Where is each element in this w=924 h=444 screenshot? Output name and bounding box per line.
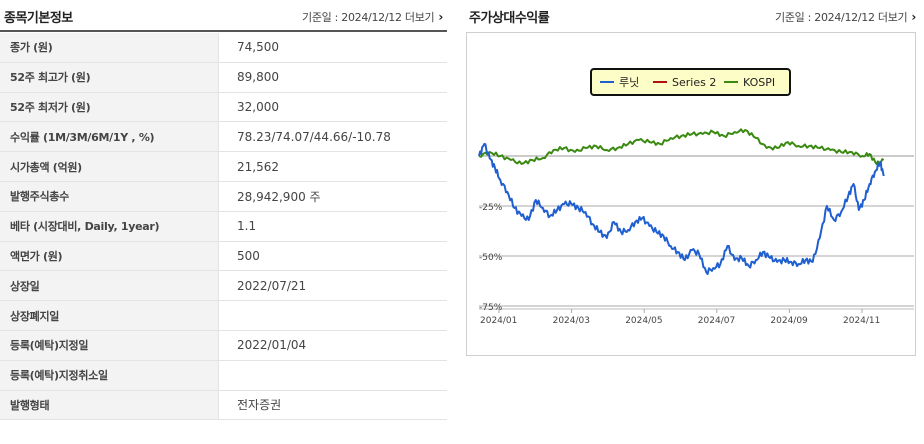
y-tick-label: -50%: [479, 253, 503, 263]
info-table: 종가 (원) 74,500 52주 최고가 (원) 89,800 52주 최저가 (원)…: [0, 33, 447, 421]
panel-title: 주가상대수익률: [469, 11, 550, 26]
lunit-series-line: [478, 143, 885, 275]
more-link[interactable]: 더보기: [877, 11, 908, 24]
chart-container: -25% -50% -75% 2024/01 2024/03 2024/05 2024/07…: [466, 32, 916, 356]
row-label: 베타 (시장대비, Daily, 1year): [0, 211, 219, 241]
table-row: 종가 (원) 74,500: [0, 33, 447, 63]
relative-return-chart: -25% -50% -75% 2024/01 2024/03 2024/05 2024/07…: [478, 68, 914, 326]
row-value: 500: [237, 248, 260, 263]
chevron-right-icon[interactable]: ›: [911, 10, 916, 24]
x-tick-label: 2024/05: [625, 316, 662, 326]
legend-label: KOSPI: [743, 76, 775, 89]
chevron-right-icon[interactable]: ›: [438, 10, 443, 24]
table-row: 52주 최저가 (원) 32,000: [0, 92, 447, 123]
panel-meta: 기준일 : 2024/12/12 더보기 ›: [775, 9, 916, 25]
y-tick-label: -25%: [479, 203, 503, 213]
row-label: 상장폐지일: [0, 301, 219, 330]
table-row: 상장일 2022/07/21: [0, 271, 447, 302]
row-label: 발행주식총수: [0, 181, 219, 211]
table-row: 등록(예탁)지정취소일: [0, 360, 447, 391]
table-row: 시가총액 (억원) 21,562: [0, 152, 447, 182]
legend-label: 루닛: [619, 76, 639, 89]
table-row: 베타 (시장대비, Daily, 1year) 1.1: [0, 211, 447, 242]
panel-header: 주가상대수익률 기준일 : 2024/12/12 더보기 ›: [464, 0, 924, 32]
row-value: 전자증권: [237, 398, 282, 413]
panel-meta: 기준일 : 2024/12/12 더보기 ›: [302, 9, 443, 25]
panel-title: 종목기본정보: [4, 11, 73, 26]
x-tick-label: 2024/03: [553, 316, 590, 326]
row-label: 액면가 (원): [0, 241, 219, 271]
row-label: 수익률 (1M/3M/6M/1Y , %): [0, 122, 219, 152]
row-value: [219, 361, 447, 390]
row-label: 52주 최저가 (원): [0, 92, 219, 122]
row-label: 상장일: [0, 271, 219, 301]
row-value: 21,562: [237, 159, 279, 174]
table-row: 발행형태 전자증권: [0, 390, 447, 421]
row-label: 종가 (원): [0, 33, 219, 62]
row-label: 등록(예탁)지정취소일: [0, 360, 219, 390]
table-row: 수익률 (1M/3M/6M/1Y , %) 78.23/74.07/44.66/-…: [0, 122, 447, 153]
x-tick-label: 2024/09: [770, 316, 808, 326]
x-tick-label: 2024/07: [698, 316, 735, 326]
row-label: 발행형태: [0, 390, 219, 420]
y-tick-label: -75%: [479, 303, 503, 313]
row-label: 등록(예탁)지정일: [0, 330, 219, 360]
row-value: 2022/01/04: [237, 338, 307, 353]
base-date: 기준일 : 2024/12/12: [302, 11, 402, 24]
stock-basic-info-panel: 종목기본정보 기준일 : 2024/12/12 더보기 › 종가 (원) 74,50…: [0, 0, 447, 444]
relative-return-panel: 주가상대수익률 기준일 : 2024/12/12 더보기 › -25% -50% -7…: [464, 0, 924, 444]
table-row: 발행주식총수 28,942,900 주: [0, 181, 447, 212]
row-value: 74,500: [237, 40, 279, 55]
row-value: 32,000: [237, 99, 279, 114]
row-value: 1.1: [237, 219, 257, 234]
row-value: 89,800: [237, 70, 279, 85]
kospi-series-line: [478, 128, 885, 165]
table-row: 상장폐지일: [0, 301, 447, 331]
legend-label: Series 2: [672, 76, 716, 89]
row-value: 78.23/74.07/44.66/-10.78: [237, 129, 391, 144]
panel-header: 종목기본정보 기준일 : 2024/12/12 더보기 ›: [0, 0, 447, 32]
table-row: 등록(예탁)지정일 2022/01/04: [0, 330, 447, 361]
row-label: 시가총액 (억원): [0, 152, 219, 181]
x-tick-label: 2024/01: [480, 316, 517, 326]
row-value: 28,942,900 주: [237, 189, 321, 204]
x-tick-label: 2024/11: [843, 316, 880, 326]
row-label: 52주 최고가 (원): [0, 62, 219, 92]
row-value: 2022/07/21: [237, 278, 307, 293]
table-row: 52주 최고가 (원) 89,800: [0, 62, 447, 93]
base-date: 기준일 : 2024/12/12: [775, 11, 875, 24]
table-row: 액면가 (원) 500: [0, 241, 447, 272]
more-link[interactable]: 더보기: [404, 11, 435, 24]
row-value: [219, 301, 447, 330]
chart-legend: [590, 68, 791, 96]
